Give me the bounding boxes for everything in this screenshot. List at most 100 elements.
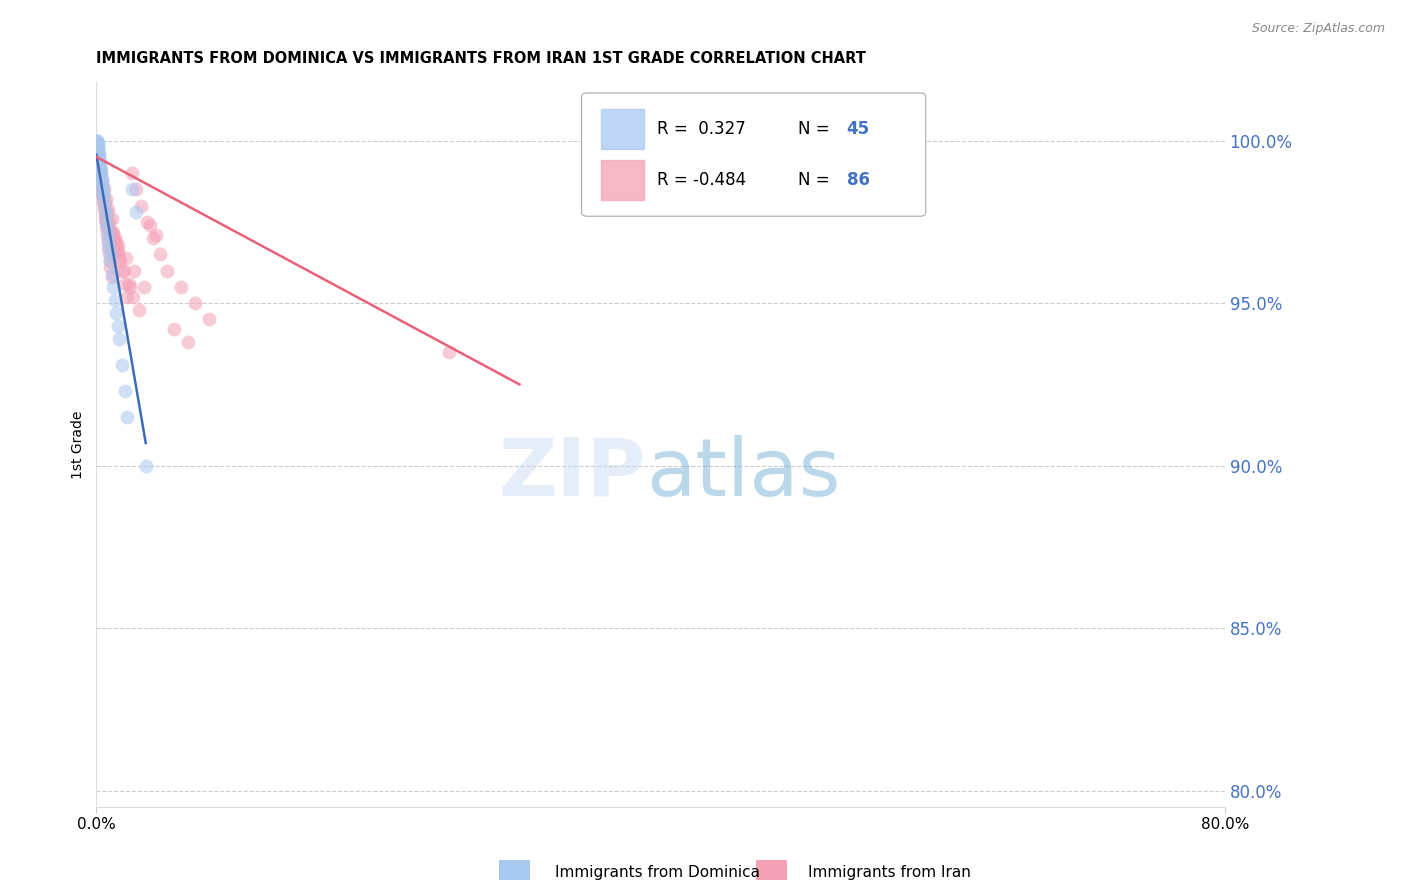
Point — [90, 176, 112, 190]
Point — [114, 277, 136, 291]
Point — [91, 186, 114, 200]
Point — [87, 156, 110, 170]
Text: N =: N = — [799, 120, 835, 138]
Point — [98, 253, 121, 268]
Point — [96, 221, 118, 235]
Point — [149, 247, 172, 261]
Point — [136, 215, 159, 229]
Point — [87, 156, 110, 170]
Point — [93, 195, 115, 210]
Point — [104, 293, 127, 307]
Bar — [600, 161, 644, 200]
Point — [94, 211, 117, 226]
Point — [97, 235, 120, 249]
Point — [91, 182, 114, 196]
Point — [184, 296, 207, 310]
Point — [86, 134, 108, 148]
Point — [89, 162, 111, 177]
Point — [101, 270, 124, 285]
Point — [90, 162, 112, 177]
Point — [91, 186, 114, 200]
Point — [120, 280, 142, 294]
Point — [91, 172, 114, 186]
Point — [139, 218, 162, 232]
Point — [90, 166, 112, 180]
Point — [91, 189, 114, 203]
Point — [103, 280, 125, 294]
Point — [89, 166, 111, 180]
Point — [100, 260, 122, 275]
Point — [114, 384, 136, 398]
Text: 45: 45 — [846, 120, 870, 138]
Point — [87, 153, 110, 168]
Point — [97, 227, 120, 242]
Point — [89, 162, 111, 177]
Point — [94, 215, 117, 229]
Point — [89, 156, 111, 170]
Point — [96, 218, 118, 232]
Point — [86, 140, 108, 154]
Point — [111, 358, 134, 372]
Point — [98, 247, 121, 261]
Point — [90, 172, 112, 186]
Point — [100, 225, 122, 239]
Point — [94, 208, 117, 222]
Point — [104, 235, 127, 249]
Point — [108, 251, 131, 265]
Point — [156, 263, 179, 277]
Point — [91, 176, 114, 190]
Point — [89, 160, 111, 174]
Point — [107, 237, 129, 252]
Text: atlas: atlas — [645, 434, 841, 513]
Point — [131, 199, 153, 213]
Text: ZIP: ZIP — [499, 434, 645, 513]
Point — [110, 253, 132, 268]
Point — [125, 182, 148, 196]
Point — [91, 179, 114, 194]
Point — [87, 144, 110, 158]
Point — [107, 244, 129, 259]
Point — [90, 169, 112, 184]
Point — [86, 136, 108, 151]
Point — [198, 312, 221, 326]
Point — [97, 241, 120, 255]
Point — [93, 195, 115, 210]
Point — [97, 215, 120, 229]
Point — [104, 231, 127, 245]
Point — [105, 244, 128, 259]
Point — [128, 302, 150, 317]
Point — [135, 458, 157, 473]
Point — [111, 263, 134, 277]
Point — [86, 134, 108, 148]
Point — [170, 280, 193, 294]
Point — [87, 136, 110, 151]
Point — [89, 160, 111, 174]
Point — [91, 186, 114, 200]
Point — [107, 318, 129, 333]
Point — [93, 199, 115, 213]
Text: Source: ZipAtlas.com: Source: ZipAtlas.com — [1251, 22, 1385, 36]
Y-axis label: 1st Grade: 1st Grade — [72, 410, 86, 479]
Text: R =  0.327: R = 0.327 — [657, 120, 747, 138]
Point — [96, 205, 118, 219]
Point — [437, 345, 460, 359]
Point — [90, 176, 112, 190]
Point — [125, 205, 148, 219]
Point — [115, 251, 138, 265]
Point — [86, 134, 108, 148]
Point — [101, 227, 124, 242]
Point — [93, 182, 115, 196]
Point — [91, 189, 114, 203]
Point — [142, 231, 165, 245]
Point — [117, 409, 139, 424]
Point — [105, 306, 128, 320]
Point — [94, 202, 117, 216]
Point — [94, 208, 117, 222]
Point — [163, 322, 186, 336]
Bar — [600, 109, 644, 149]
Point — [108, 332, 131, 346]
Point — [103, 225, 125, 239]
Point — [89, 150, 111, 164]
Point — [90, 179, 112, 194]
Point — [96, 227, 118, 242]
